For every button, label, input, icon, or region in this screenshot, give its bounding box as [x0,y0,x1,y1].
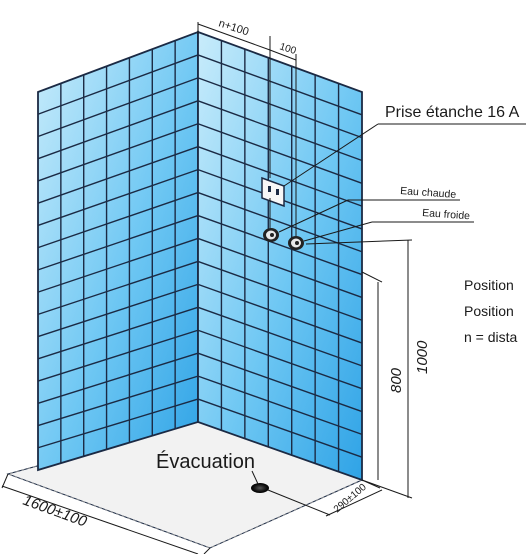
position-line-1: Position [464,277,514,293]
tile-grout-line [197,306,363,367]
socket-icon [261,176,285,208]
tile-grout-line [37,329,199,382]
tile-grout-line [37,260,199,316]
dimension-800: 800 [388,367,405,393]
tile-grout-line [197,77,363,139]
label-eau-chaude: Eau chaude [400,185,457,201]
tile-grout-line [197,352,363,413]
tile-grout-line [197,398,363,458]
tile-grout-line [197,283,363,344]
tile-grout-line [197,260,363,321]
tile-grout-line [37,123,199,182]
tile-grout-line [37,352,199,404]
tile-grout-line [197,237,363,299]
cold-water-valve-icon [288,236,304,250]
hot-water-valve-icon [263,228,279,242]
label-eau-froide: Eau froide [422,207,471,222]
tile-grout-line [197,214,363,276]
label-leaders [278,123,526,242]
position-line-2: Position [464,303,514,319]
tile-grout-line [37,100,199,160]
tile-grout-line [37,146,199,204]
tile-grout-line [37,375,199,427]
tile-grout-line [37,306,199,360]
width-dimension [1,473,211,554]
tile-grout-line [197,375,363,436]
tile-grout-line [37,54,199,115]
dimension-1000: 1000 [414,340,431,374]
dimension-100: 100 [278,41,298,57]
right-tiled-wall [197,30,363,482]
tile-grout-line [197,146,363,207]
label-prise-etanche: Prise étanche 16 A [385,104,520,121]
tile-grout-line [197,329,363,390]
left-tiled-wall [37,30,199,472]
height-dimension-lines [305,239,413,499]
dimension-n-plus-100: n+100 [217,17,250,38]
label-evacuation: Évacuation [156,450,255,473]
tile-grout-line [197,123,363,184]
tile-grout-line [37,168,199,227]
tile-grout-line [37,191,199,249]
distance-line: n = dista [464,329,518,345]
tile-grout-line [37,214,199,271]
tile-grout-line [197,54,363,116]
evacuation-leader [251,470,259,485]
drain-offset-dimension [267,479,383,517]
tile-grout-line [37,77,199,138]
tile-grout-line [37,237,199,293]
tile-grout-line [197,191,363,253]
top-dimension-lines [197,22,297,236]
tile-grout-line [197,100,363,162]
drain-icon [251,483,269,493]
tile-grout-line [37,398,199,449]
tile-grout-line [37,283,199,338]
